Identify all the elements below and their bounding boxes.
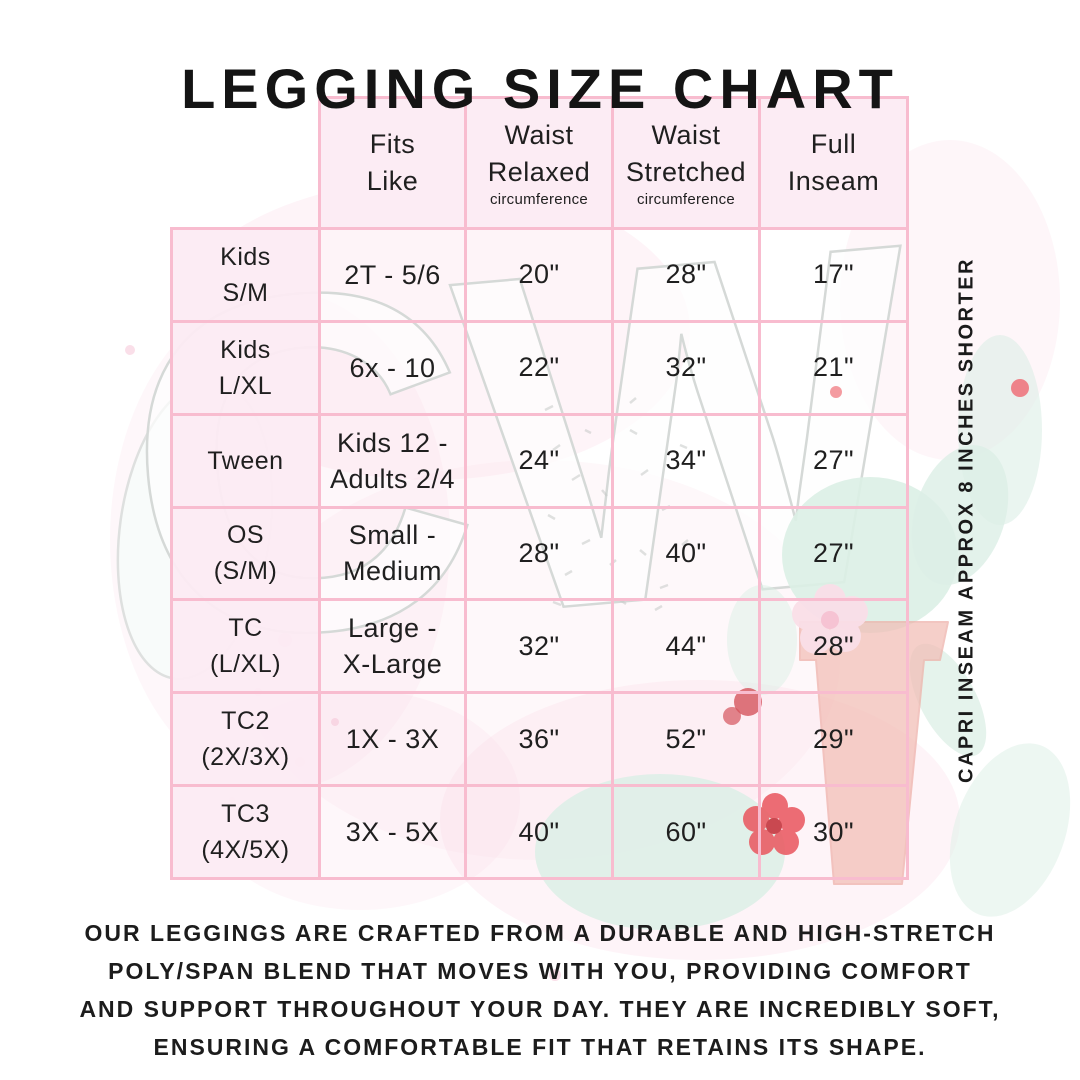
table-cell: Small - Medium (318, 505, 467, 602)
column-header-waist-relaxed: Waist Relaxed circumference (464, 96, 614, 230)
table-row: Kids S/M 2T - 5/6 20" 28" 17" (170, 227, 909, 323)
column-header-full-inseam: Full Inseam (758, 96, 909, 230)
table-cell: 27" (758, 412, 909, 509)
table-row: TC2 (2X/3X) 1X - 3X 36" 52" 29" (170, 691, 909, 788)
table-cell: 20" (464, 227, 614, 323)
column-header-sub: circumference (489, 191, 589, 208)
table-row: OS (S/M) Small - Medium 28" 40" 27" (170, 505, 909, 602)
row-label: TC3 (4X/5X) (170, 784, 321, 880)
table-cell: 2T - 5/6 (318, 227, 467, 323)
table-cell: 60" (611, 784, 761, 880)
table-cell: 30" (758, 784, 909, 880)
column-header-sub: circumference (636, 191, 736, 208)
column-header-title: Waist Relaxed (487, 120, 591, 187)
column-header-fits-like: Fits Like (318, 96, 467, 230)
table-cell: 17" (758, 227, 909, 323)
table-cell: 6x - 10 (318, 319, 467, 416)
table-row: Tween Kids 12 - Adults 2/4 24" 34" 27" (170, 412, 909, 509)
table-cell: 40" (464, 784, 614, 880)
table-cell: 3X - 5X (318, 784, 467, 880)
table-cell: 32" (611, 319, 761, 416)
table-cell: 40" (611, 505, 761, 602)
fabric-description: OUR LEGGINGS ARE CRAFTED FROM A DURABLE … (79, 920, 1001, 1060)
table-header-row: Fits Like Waist Relaxed circumference Wai… (172, 96, 909, 230)
table-cell: 28" (758, 598, 909, 695)
capri-inseam-note: CAPRI INSEAM APPROX 8 INCHES SHORTER (955, 257, 978, 783)
table-cell: 24" (464, 412, 614, 509)
table-cell: 22" (464, 319, 614, 416)
table-row: TC (L/XL) Large - X-Large 32" 44" 28" (170, 598, 909, 695)
row-label: Tween (170, 412, 321, 509)
table-cell: 28" (611, 227, 761, 323)
table-cell: 36" (464, 691, 614, 788)
table-cell: 28" (464, 505, 614, 602)
table-cell: 21" (758, 319, 909, 416)
row-label: OS (S/M) (170, 505, 321, 602)
page-title: LEGGING SIZE CHART (181, 56, 899, 120)
table-cell: 44" (611, 598, 761, 695)
size-table: Fits Like Waist Relaxed circumference Wai… (170, 96, 909, 880)
table-cell: Kids 12 - Adults 2/4 (318, 412, 467, 509)
table-cell: 34" (611, 412, 761, 509)
table-cell: 52" (611, 691, 761, 788)
table-cell: 1X - 3X (318, 691, 467, 788)
table-cell: 27" (758, 505, 909, 602)
table-row: TC3 (4X/5X) 3X - 5X 40" 60" 30" (170, 784, 909, 880)
column-header-title: Full Inseam (787, 129, 880, 196)
row-label: TC2 (2X/3X) (170, 691, 321, 788)
table-cell: 32" (464, 598, 614, 695)
row-label: Kids S/M (170, 227, 321, 323)
row-label: Kids L/XL (170, 319, 321, 416)
column-header-waist-stretched: Waist Stretched circumference (611, 96, 761, 230)
table-cell: Large - X-Large (318, 598, 467, 695)
row-label: TC (L/XL) (170, 598, 321, 695)
table-cell: 29" (758, 691, 909, 788)
table-row: Kids L/XL 6x - 10 22" 32" 21" (170, 319, 909, 416)
column-header-title: Waist Stretched (625, 120, 747, 187)
column-header-title: Fits Like (366, 129, 419, 196)
